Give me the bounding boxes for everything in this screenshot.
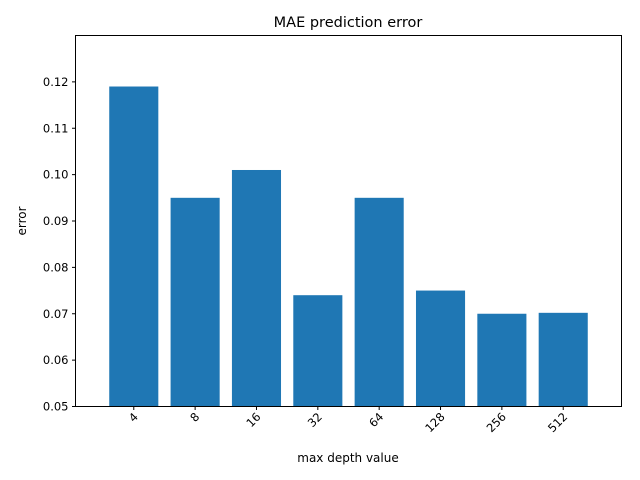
y-tick-label: 0.07 (43, 307, 69, 321)
bar-64 (354, 197, 404, 407)
y-tick-label: 0.05 (43, 400, 69, 414)
bar-4 (109, 86, 159, 407)
bar-8 (170, 197, 220, 407)
x-axis-ticks: 4 8 16 32 64 128 256 512 (126, 406, 570, 435)
x-tick-label: 4 (126, 410, 141, 425)
x-tick-label: 512 (545, 410, 570, 435)
bar-32 (293, 295, 343, 407)
y-tick-label: 0.09 (43, 214, 69, 228)
x-tick-label: 256 (484, 410, 509, 435)
y-axis-label: error (15, 206, 29, 235)
bars-group (109, 86, 588, 407)
y-tick-label: 0.11 (43, 121, 69, 135)
bar-256 (477, 313, 527, 407)
bar-512 (538, 312, 588, 407)
y-tick-label: 0.12 (43, 75, 69, 89)
x-tick-label: 16 (243, 410, 263, 430)
x-tick-label: 32 (305, 410, 325, 430)
x-tick-label: 64 (366, 410, 386, 430)
chart-title: MAE prediction error (274, 15, 423, 31)
x-axis-label: max depth value (297, 451, 398, 465)
x-tick-label: 128 (422, 410, 447, 435)
bar-16 (231, 169, 282, 407)
y-tick-label: 0.10 (43, 168, 69, 182)
x-tick-label: 8 (187, 410, 202, 425)
y-tick-label: 0.08 (43, 260, 69, 274)
y-axis-ticks: 0.05 0.06 0.07 0.08 0.09 0.10 0.11 0.12 (43, 75, 76, 414)
y-tick-label: 0.06 (43, 353, 69, 367)
bar-128 (415, 290, 466, 407)
plot-frame (75, 35, 622, 407)
